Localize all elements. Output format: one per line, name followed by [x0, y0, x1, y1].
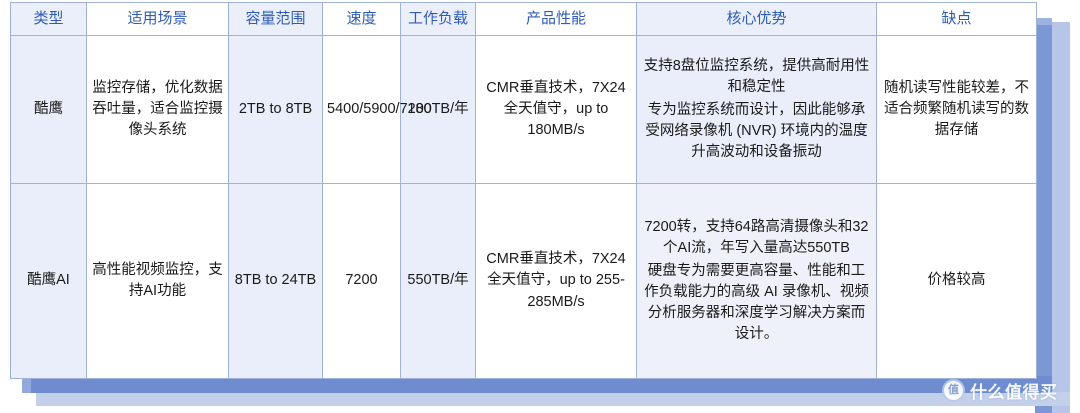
cell-advantages: 7200转，支持64路高清摄像头和32个AI流，年写入量高达550TB 硬盘专为… [636, 183, 877, 379]
cell-scenario: 高性能视频监控，支持AI功能 [86, 183, 229, 379]
cell-performance: CMR垂直技术，7X24全天值守，up to 180MB/s [475, 35, 637, 184]
column-header-drawbacks: 缺点 [876, 2, 1037, 36]
advantage-paragraph-2: 专为监控系统而设计，因此能够承受网络录像机 (NVR) 环境内的温度升高波动和设… [645, 101, 868, 161]
bottom-edge-accent-bar-cap [22, 376, 31, 393]
bottom-edge-accent-bar [22, 376, 1052, 393]
cell-capacity: 2TB to 8TB [228, 35, 323, 184]
cell-capacity: 8TB to 24TB [228, 183, 323, 379]
cell-workload: 180TB/年 [400, 35, 476, 184]
column-header-scenario: 适用场景 [86, 2, 229, 36]
advantage-paragraph-1: 支持8盘位监控系统，提供高耐用性和稳定性 [643, 57, 870, 95]
watermark-badge-icon: 值 [942, 379, 965, 402]
cell-performance: CMR垂直技术，7X24全天值守，up to 255-285MB/s [475, 183, 637, 379]
cell-advantages: 支持8盘位监控系统，提供高耐用性和稳定性 专为监控系统而设计，因此能够承受网络录… [636, 35, 877, 184]
column-header-type: 类型 [10, 2, 87, 36]
right-edge-accent-bar [1035, 18, 1052, 413]
column-header-capacity: 容量范围 [228, 2, 323, 36]
cell-drawbacks: 价格较高 [876, 183, 1037, 379]
cell-type: 酷鹰AI [10, 183, 87, 379]
cell-scenario: 监控存储，优化数据吞吐量，适合监控摄像头系统 [86, 35, 229, 184]
cell-type: 酷鹰 [10, 35, 87, 184]
table-row: 酷鹰AI 高性能视频监控，支持AI功能 8TB to 24TB 7200 550… [10, 183, 1037, 379]
column-header-workload: 工作负载 [400, 2, 476, 36]
cell-workload: 550TB/年 [400, 183, 476, 379]
column-header-advantages: 核心优势 [636, 2, 877, 36]
cell-speed: 7200 [322, 183, 401, 379]
column-header-speed: 速度 [322, 2, 401, 36]
watermark: 值 什么值得买 [942, 378, 1058, 403]
cell-drawbacks: 随机读写性能较差，不适合频繁随机读写的数据存储 [876, 35, 1037, 184]
cell-speed: 5400/5900/7200 [322, 35, 432, 184]
watermark-label: 什么值得买 [970, 383, 1058, 402]
comparison-table-container: 类型 适用场景 容量范围 速度 工作负载 产品性能 核心优势 缺点 酷鹰 监控存… [10, 2, 1037, 379]
right-edge-accent-bar-cap [1035, 18, 1052, 25]
advantage-paragraph-1: 7200转，支持64路高清摄像头和32个AI流，年写入量高达550TB [644, 218, 869, 256]
table-row: 酷鹰 监控存储，优化数据吞吐量，适合监控摄像头系统 2TB to 8TB 540… [10, 35, 1037, 184]
advantage-paragraph-2: 硬盘专为需要更高容量、性能和工作负载能力的高级 AI 录像机、视频分析服务器和深… [644, 262, 869, 343]
table-header-row: 类型 适用场景 容量范围 速度 工作负载 产品性能 核心优势 缺点 [10, 2, 1037, 36]
hdd-comparison-table: 类型 适用场景 容量范围 速度 工作负载 产品性能 核心优势 缺点 酷鹰 监控存… [10, 2, 1037, 379]
bottom-edge-shadow-bar [36, 392, 1070, 406]
column-header-performance: 产品性能 [475, 2, 637, 36]
